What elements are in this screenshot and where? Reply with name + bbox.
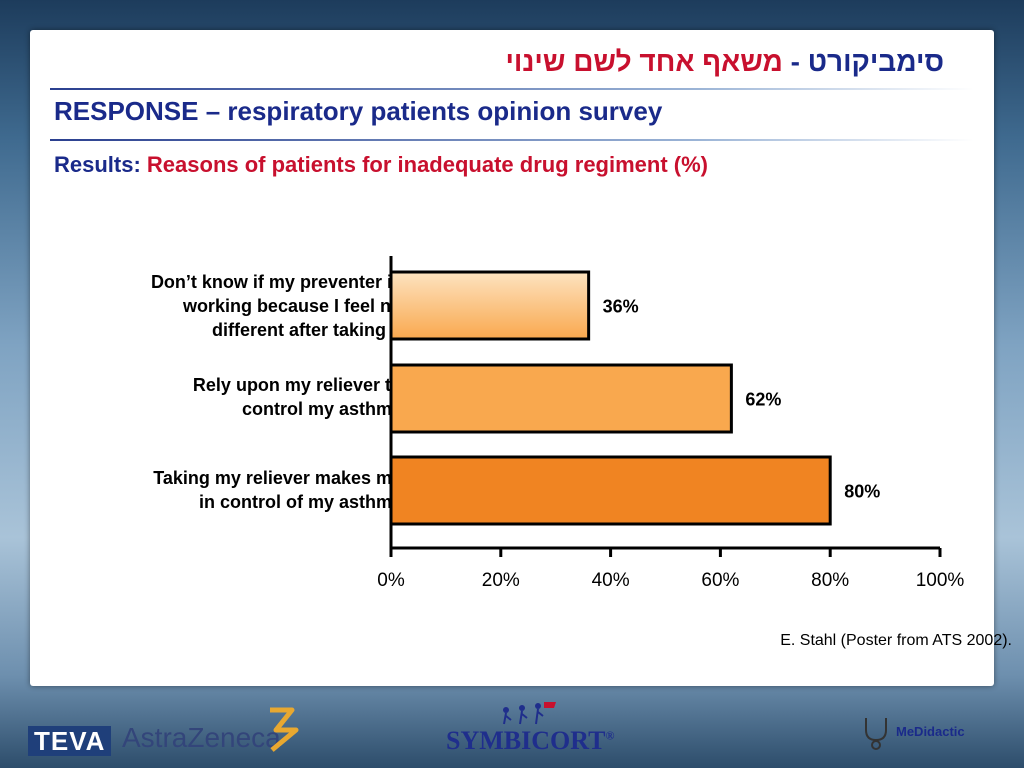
bar-2	[389, 363, 733, 434]
x-tick-label-0: 0%	[377, 570, 405, 591]
subtitle-text: Reasons of patients for inadequate drug …	[146, 152, 708, 177]
subtitle-label: Results:	[54, 152, 141, 177]
astrazeneca-logo: AstraZeneca	[122, 722, 281, 753]
medidactic-logo: MeDidactic	[896, 724, 965, 739]
category-label-line: different after taking it	[211, 320, 402, 340]
hebrew-title: סימביקורט - משאף אחד לשם שינוי	[505, 46, 944, 78]
chart-subtitle: Results: Reasons of patients for inadequ…	[54, 152, 708, 178]
bar-1	[389, 270, 591, 341]
symbicort-wordmark: SYMBICORT	[446, 726, 606, 755]
category-label-line: Taking my reliever makes me	[153, 468, 402, 488]
registered-mark: ®	[605, 728, 615, 743]
category-label-3: Taking my reliever makes me in control of…	[62, 466, 402, 514]
title-divider	[50, 88, 974, 90]
category-label-1: Don’t know if my preventer is working bec…	[62, 270, 402, 342]
bar-value-label-3: 80%	[844, 482, 880, 502]
bar-value-label-1: 36%	[603, 297, 639, 317]
subtitle-divider	[50, 139, 974, 141]
hebrew-title-tagline: משאף אחד לשם שינוי	[505, 46, 783, 77]
x-tick-label-3: 60%	[701, 570, 739, 591]
x-tick-label-2: 40%	[592, 570, 630, 591]
teva-logo: TEVA	[28, 726, 112, 756]
page-title: RESPONSE – respiratory patients opinion …	[54, 96, 663, 126]
category-label-line: working because I feel no	[182, 296, 402, 316]
x-tick-label-4: 80%	[811, 570, 849, 591]
astrazeneca-mark-icon	[270, 707, 299, 752]
symbicort-logo: SYMBICORT®	[446, 726, 614, 756]
source-citation: E. Stahl (Poster from ATS 2002).	[780, 632, 1012, 649]
bar-value-label-2: 62%	[745, 390, 781, 410]
category-label-line: Don’t know if my preventer is	[150, 272, 402, 292]
category-label-2: Rely upon my reliever to control my asthm…	[62, 373, 402, 421]
category-label-line: Rely upon my reliever to	[192, 375, 402, 395]
category-label-line: control my asthma	[241, 399, 402, 419]
slide-panel: סימביקורט - משאף אחד לשם שינוי RESPONSE …	[30, 30, 994, 686]
x-tick-label-5: 100%	[916, 570, 965, 591]
hebrew-title-brand: סימביקורט -	[790, 46, 944, 77]
x-tick-label-1: 20%	[482, 570, 520, 591]
bar-3	[389, 455, 832, 526]
runners-icon	[503, 702, 556, 725]
stethoscope-icon	[865, 718, 887, 750]
category-label-line: in control of my asthma	[198, 492, 402, 512]
